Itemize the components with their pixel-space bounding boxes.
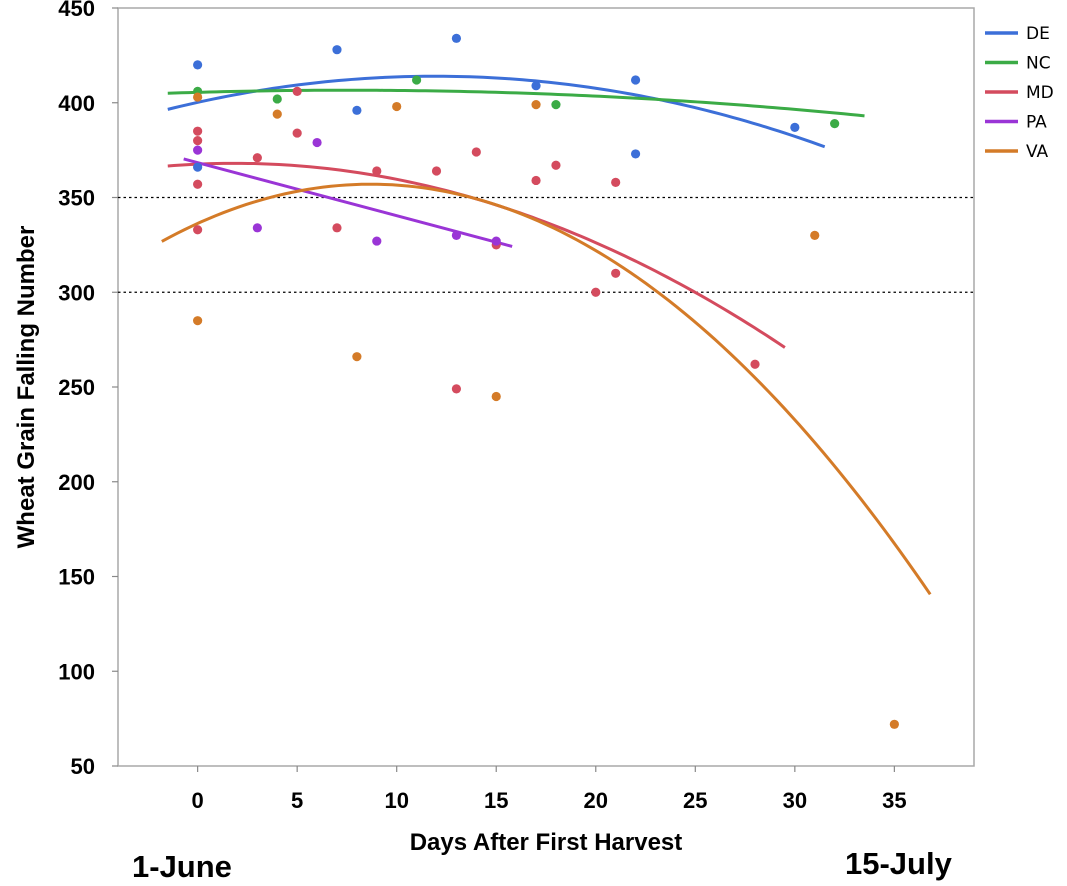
data-point-md	[471, 147, 481, 157]
data-point-nc	[272, 94, 282, 104]
y-tick-label: 400	[58, 91, 95, 116]
y-tick-label: 350	[58, 186, 95, 211]
data-point-de	[630, 149, 641, 159]
data-point-va	[810, 230, 820, 240]
data-point-va	[889, 719, 899, 729]
data-point-de	[451, 33, 462, 43]
x-tick-label: 15	[484, 788, 508, 813]
x-tick-label: 0	[192, 788, 204, 813]
data-point-md	[193, 126, 203, 136]
data-point-md	[193, 179, 203, 189]
y-tick-label: 100	[58, 659, 95, 684]
y-tick-label: 50	[71, 754, 95, 779]
y-tick-label: 200	[58, 470, 95, 495]
data-point-md	[252, 153, 262, 163]
fit-curve-nc	[167, 88, 865, 118]
legend: DE NC MD PA VA	[985, 24, 1054, 162]
start-date-label: 1-June	[132, 849, 232, 884]
data-point-va	[193, 316, 203, 326]
data-point-de	[630, 75, 641, 85]
y-tick-label: 450	[58, 0, 95, 21]
data-point-de	[193, 60, 203, 70]
y-tick-label: 150	[58, 565, 95, 590]
x-tick-label: 5	[291, 788, 303, 813]
data-point-md	[431, 166, 442, 176]
data-point-va	[491, 391, 501, 402]
data-point-md	[611, 268, 621, 278]
data-point-md	[193, 225, 203, 235]
data-point-md	[292, 128, 302, 138]
legend-label-nc: NC	[1026, 54, 1051, 74]
x-tick-label: 25	[683, 788, 707, 813]
data-point-va	[272, 109, 282, 119]
x-tick-label: 10	[384, 788, 408, 813]
x-tick-label: 35	[882, 788, 906, 813]
data-point-nc	[551, 100, 561, 110]
data-point-nc	[412, 75, 422, 85]
fit-curve-va	[161, 182, 932, 596]
legend-label-de: DE	[1026, 24, 1050, 44]
plot-area	[117, 7, 975, 767]
data-point-md	[750, 359, 760, 369]
data-point-pa	[491, 236, 501, 246]
data-point-de	[332, 45, 342, 55]
data-point-md	[292, 86, 302, 96]
data-point-md	[611, 177, 621, 187]
fit-curves	[161, 74, 932, 596]
legend-label-md: MD	[1026, 83, 1054, 103]
data-point-de	[352, 105, 362, 115]
data-point-de	[193, 162, 203, 172]
fit-curve-de	[167, 74, 826, 149]
legend-label-va: VA	[1026, 142, 1049, 162]
data-point-pa	[312, 137, 322, 148]
x-axis: 0 5 10 15 20 25 30 35	[192, 766, 907, 813]
x-tick-label: 30	[783, 788, 807, 813]
data-point-md	[193, 136, 203, 146]
y-axis: 50 100 150 200 250 300 350 400 450	[58, 0, 118, 779]
data-point-pa	[252, 223, 262, 233]
data-point-va	[193, 92, 203, 102]
data-point-pa	[193, 145, 203, 155]
data-point-de	[531, 81, 541, 91]
data-point-va	[531, 100, 541, 110]
data-point-md	[531, 175, 541, 186]
y-axis-title: Wheat Grain Falling Number	[13, 226, 40, 549]
data-point-va	[352, 352, 362, 362]
data-point-md	[591, 287, 601, 297]
x-axis-title: Days After First Harvest	[410, 829, 683, 856]
y-tick-label: 250	[58, 375, 95, 400]
data-point-md	[372, 166, 382, 176]
data-point-nc	[830, 118, 840, 129]
data-point-pa	[451, 230, 462, 240]
legend-label-pa: PA	[1026, 113, 1047, 133]
data-point-md	[332, 223, 342, 233]
y-tick-label: 300	[58, 280, 95, 305]
data-points	[193, 33, 899, 729]
data-point-de	[790, 122, 800, 132]
data-point-md	[451, 384, 462, 394]
data-point-md	[551, 160, 561, 170]
end-date-label: 15-July	[845, 846, 952, 881]
data-point-va	[392, 101, 402, 112]
data-point-pa	[372, 236, 382, 246]
x-tick-label: 20	[584, 788, 608, 813]
